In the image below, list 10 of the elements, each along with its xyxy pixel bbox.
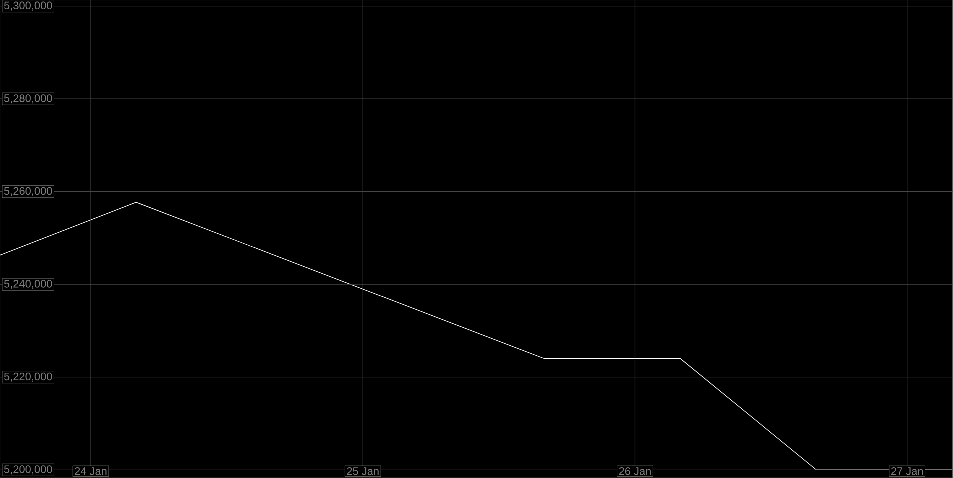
y-tick-label: 5,280,000 — [4, 94, 52, 104]
y-tick-label: 5,220,000 — [4, 372, 52, 382]
x-tick-label: 27 Jan — [891, 467, 924, 476]
y-tick-label: 5,200,000 — [4, 465, 52, 474]
x-tick-label: 26 Jan — [619, 467, 651, 476]
y-tick-label: 5,260,000 — [4, 187, 52, 196]
x-tick-label: 24 Jan — [75, 467, 107, 476]
y-tick-label: 5,240,000 — [4, 280, 52, 289]
y-tick-label: 5,300,000 — [4, 2, 52, 11]
x-tick-label: 25 Jan — [347, 467, 379, 476]
